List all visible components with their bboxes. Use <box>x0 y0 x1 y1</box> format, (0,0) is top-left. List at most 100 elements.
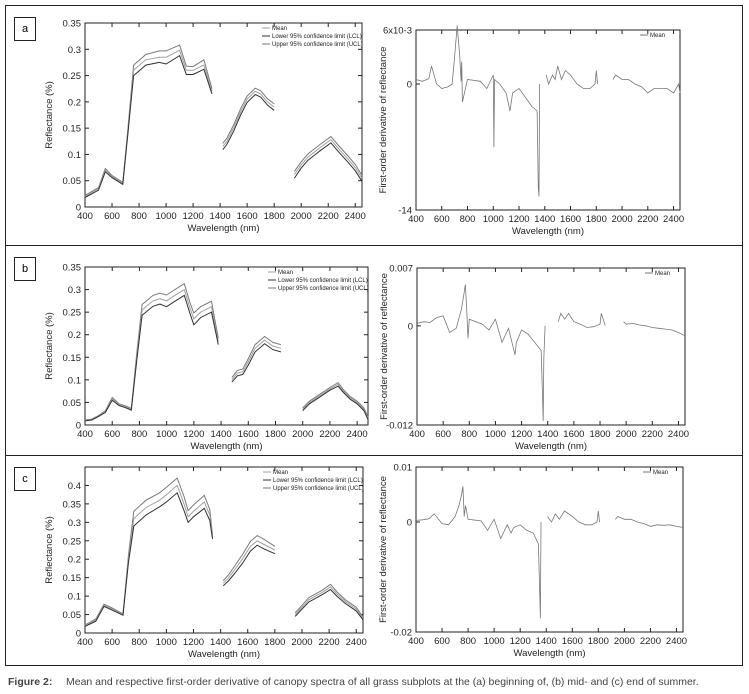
x-axis-label: Wavelength (nm) <box>188 649 260 660</box>
x-tick-label: 800 <box>461 429 477 440</box>
series-mean-line-segment-2 <box>545 65 598 89</box>
y-tick-label: 0.15 <box>63 573 82 584</box>
x-tick-label: 1200 <box>510 636 531 647</box>
x-tick-label: 800 <box>460 636 476 647</box>
x-tick-label: 1000 <box>485 429 506 440</box>
plot-frame <box>415 466 684 633</box>
x-tick-label: 2000 <box>292 429 313 440</box>
x-tick-label: 1400 <box>210 211 231 222</box>
x-tick-label: 1400 <box>210 637 231 648</box>
series-lower-line-segment-2 <box>222 544 276 587</box>
series-upper-line-segment-1 <box>84 44 213 196</box>
chart-b-reflectance: 400 600 800 1000 1200 1400 1600 1800 2000 2200 240… <box>44 263 369 453</box>
x-tick-label: 1000 <box>156 211 177 222</box>
y-tick-label: 0.3 <box>68 285 81 296</box>
legend-entry: Lower 95% confidence limit (LCL) <box>278 278 368 284</box>
series-mean-line-segment-1 <box>415 486 542 619</box>
x-tick-label: 400 <box>77 429 93 440</box>
x-tick-label: 1400 <box>210 429 231 440</box>
series-upper-line-segment-1 <box>84 282 219 421</box>
x-tick-label: 2200 <box>319 429 340 440</box>
y-tick-label: 0.1 <box>68 150 81 161</box>
series-mean-line-segment-2 <box>231 339 282 381</box>
x-tick-label: 2400 <box>346 637 367 648</box>
x-tick-label: 1600 <box>562 636 583 647</box>
legend-entry: Mean <box>653 470 668 476</box>
y-tick-label: 0.25 <box>63 308 82 319</box>
y-tick-label: 0.4 <box>68 481 81 492</box>
series-mean-line-segment-1 <box>84 484 213 627</box>
y-axis-label: First-order derivative of reflectance <box>378 47 389 194</box>
x-tick-label: 2400 <box>663 214 684 225</box>
x-tick-label: 400 <box>408 636 424 647</box>
x-tick-label: 2400 <box>668 429 689 440</box>
legend: Mean <box>643 470 668 476</box>
x-tick-label: 1800 <box>265 429 286 440</box>
x-tick-label: 2200 <box>642 429 663 440</box>
series-lower-line-segment-2 <box>231 343 282 383</box>
y-tick-label: 0.2 <box>68 555 81 566</box>
chart-c-reflectance: 400 600 800 1000 1200 1400 1600 1800 2000 2200 240… <box>44 466 367 660</box>
series-mean-line-segment-2 <box>547 510 600 526</box>
series-mean-line-segment-3 <box>623 321 686 337</box>
series-upper-line-segment-3 <box>293 135 363 176</box>
x-axis-label: Wavelength (nm) <box>191 441 263 452</box>
x-axis-label: Wavelength (nm) <box>515 441 587 452</box>
y-tick-label: 0.05 <box>63 176 82 187</box>
series-upper-line-segment-2 <box>222 534 276 581</box>
legend-entry: Mean <box>272 26 287 32</box>
caption-text: Mean and respective first-order derivati… <box>66 676 699 688</box>
x-tick-label: 1600 <box>560 214 581 225</box>
x-tick-label: 800 <box>131 211 147 222</box>
x-tick-label: 1200 <box>508 214 529 225</box>
y-tick-label: 0.3 <box>68 518 81 529</box>
series-mean-line-segment-1 <box>415 25 540 197</box>
x-axis-label: Wavelength (nm) <box>512 226 584 237</box>
panel-label-c: c <box>14 467 36 491</box>
x-tick-label: 600 <box>104 211 120 222</box>
legend: Mean Lower 95% confidence limit (LCL) Uppe… <box>268 270 369 292</box>
x-tick-label: 1000 <box>484 636 505 647</box>
x-tick-label: 2200 <box>640 636 661 647</box>
y-tick-label: 0 <box>76 203 81 214</box>
legend-entry: Mean <box>655 271 670 277</box>
y-tick-label: 0 <box>408 321 413 332</box>
x-tick-label: 1800 <box>264 637 285 648</box>
y-tick-label: 0 <box>76 629 81 640</box>
x-tick-label: 800 <box>131 637 147 648</box>
y-tick-label: 0.15 <box>63 353 82 364</box>
x-tick-label: 600 <box>435 429 451 440</box>
chart-b-derivative: 400 600 800 1000 1200 1400 1600 1800 2000 2200 240… <box>379 264 689 453</box>
x-tick-label: 1600 <box>238 429 259 440</box>
legend: Mean Lower 95% confidence limit (LCL) Uppe… <box>263 470 364 492</box>
x-tick-label: 400 <box>77 637 93 648</box>
x-tick-label: 1200 <box>511 429 532 440</box>
series-mean-line-segment-1 <box>84 49 213 197</box>
x-tick-label: 1000 <box>483 214 504 225</box>
series-lower-line-segment-2 <box>222 93 275 151</box>
x-tick-label: 2000 <box>291 211 312 222</box>
series-mean-line-segment-1 <box>416 284 546 421</box>
y-tick-label: 0.3 <box>68 45 81 56</box>
series-mean-line-segment-2 <box>557 312 606 328</box>
legend: Mean <box>640 33 665 39</box>
x-tick-label: 1600 <box>237 637 258 648</box>
x-tick-label: 400 <box>408 214 424 225</box>
x-tick-label: 2200 <box>318 211 339 222</box>
x-tick-label: 1400 <box>536 636 557 647</box>
y-tick-label: 0.1 <box>68 592 81 603</box>
chart-a-derivative: 400 600 800 1000 1200 1400 1600 1800 2000 2200 240… <box>378 25 684 237</box>
x-tick-label: 2200 <box>637 214 658 225</box>
series-mean-line-segment-3 <box>302 383 369 419</box>
x-tick-label: 1800 <box>586 214 607 225</box>
x-tick-label: 1400 <box>537 429 558 440</box>
x-tick-label: 1400 <box>534 214 555 225</box>
y-tick-label: 0 <box>407 518 412 529</box>
x-tick-label: 1800 <box>589 429 610 440</box>
x-tick-label: 800 <box>131 429 147 440</box>
y-axis-label: Reflectance (%) <box>44 312 55 380</box>
y-tick-label: 0.05 <box>63 610 82 621</box>
series-lower-line-segment-3 <box>302 385 369 420</box>
series-upper-line-segment-3 <box>302 381 369 418</box>
